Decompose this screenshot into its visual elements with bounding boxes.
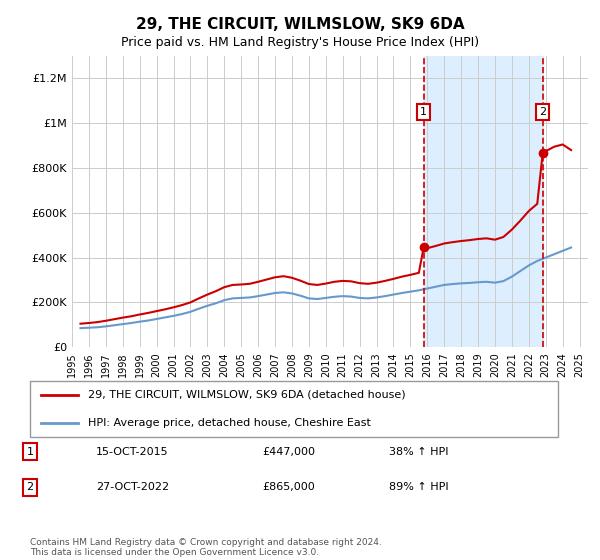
Text: HPI: Average price, detached house, Cheshire East: HPI: Average price, detached house, Ches…: [88, 418, 371, 428]
Text: 27-OCT-2022: 27-OCT-2022: [96, 482, 169, 492]
Text: 1: 1: [26, 446, 34, 456]
Text: £447,000: £447,000: [262, 446, 315, 456]
Bar: [424, 56, 542, 347]
Text: 38% ↑ HPI: 38% ↑ HPI: [389, 446, 448, 456]
FancyBboxPatch shape: [30, 381, 558, 437]
Text: 2: 2: [26, 482, 34, 492]
Text: 15-OCT-2015: 15-OCT-2015: [96, 446, 169, 456]
Text: 29, THE CIRCUIT, WILMSLOW, SK9 6DA: 29, THE CIRCUIT, WILMSLOW, SK9 6DA: [136, 17, 464, 32]
Text: 29, THE CIRCUIT, WILMSLOW, SK9 6DA (detached house): 29, THE CIRCUIT, WILMSLOW, SK9 6DA (deta…: [88, 390, 406, 400]
Text: Price paid vs. HM Land Registry's House Price Index (HPI): Price paid vs. HM Land Registry's House …: [121, 36, 479, 49]
Text: Contains HM Land Registry data © Crown copyright and database right 2024.
This d: Contains HM Land Registry data © Crown c…: [30, 538, 382, 557]
Text: 2: 2: [539, 107, 546, 117]
Text: £865,000: £865,000: [262, 482, 314, 492]
Text: 1: 1: [420, 107, 427, 117]
Text: 89% ↑ HPI: 89% ↑ HPI: [389, 482, 448, 492]
